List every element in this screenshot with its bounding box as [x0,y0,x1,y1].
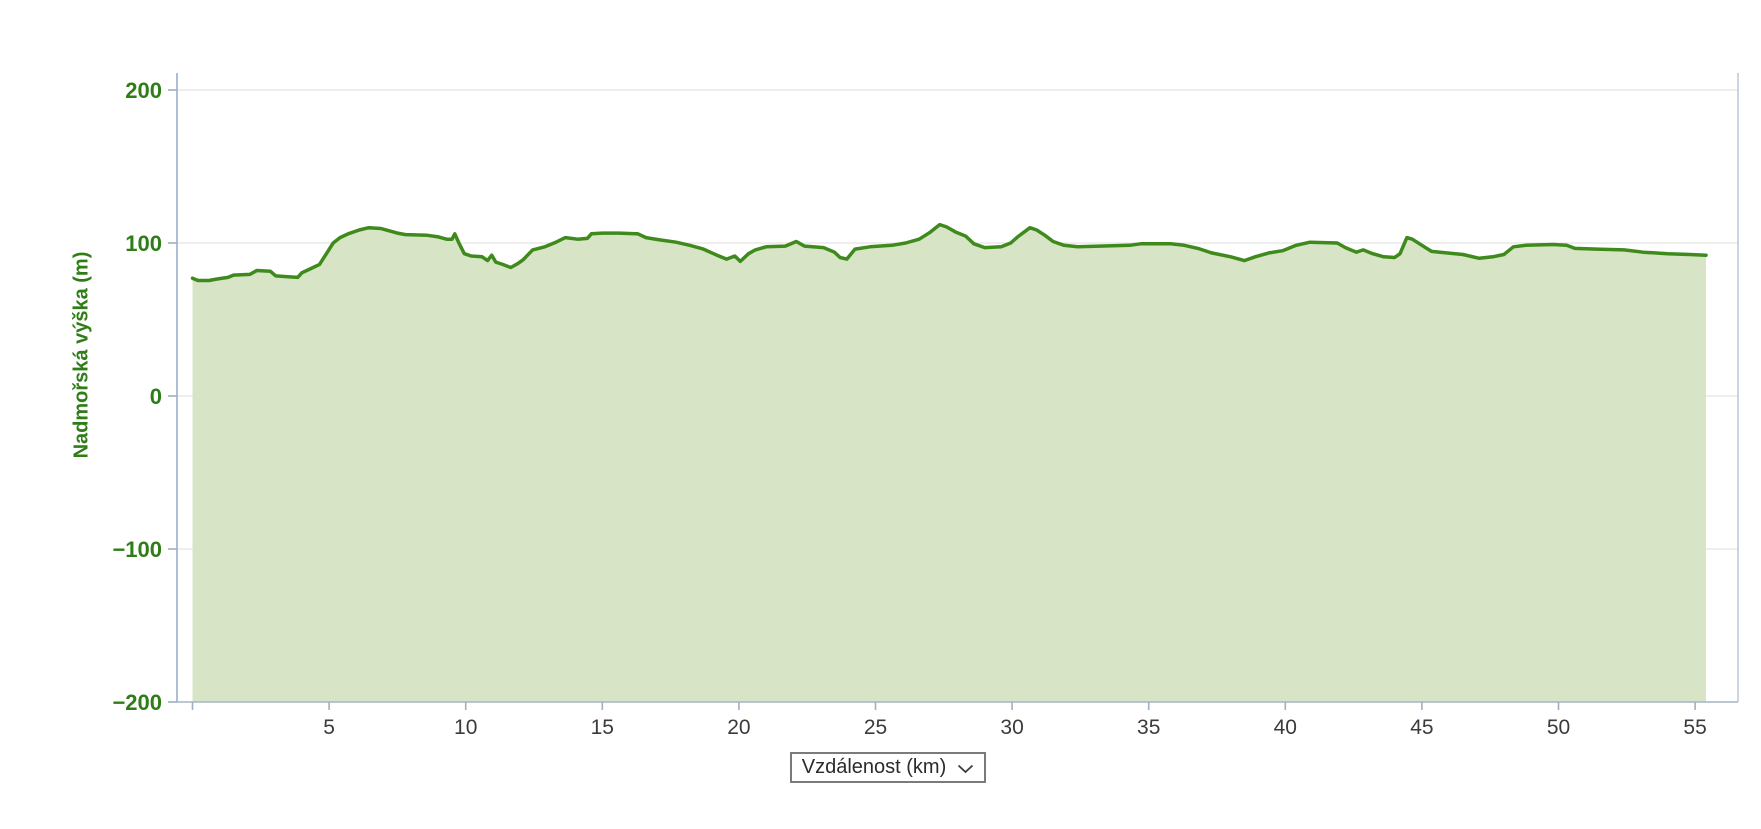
x-tick-label: 20 [727,716,750,739]
x-tick-label: 55 [1683,716,1706,739]
x-tick-label: 10 [454,716,477,739]
y-tick-label: −200 [112,690,162,715]
x-axis-dropdown-label: Vzdálenost (km) [801,756,947,778]
elevation-line[interactable] [190,222,1708,283]
x-tick-label: 50 [1547,716,1570,739]
y-tick-label: 200 [125,78,162,103]
x-tick-label: 35 [1137,716,1160,739]
x-axis-unit-dropdown[interactable]: Vzdálenost (km) [790,752,986,783]
x-tick-label: 45 [1410,716,1433,739]
x-tick-label: 40 [1274,716,1297,739]
y-axis-title: Nadmořská výška (m) [70,251,93,459]
x-tick-label: 25 [864,716,887,739]
elevation-area-fill [192,224,1706,702]
y-tick-label: 0 [150,384,162,409]
y-tick-label: 100 [125,231,162,256]
chevron-down-icon [957,764,974,774]
x-tick-label: 5 [323,716,335,739]
y-tick-label: −100 [112,537,162,562]
x-tick-label: 15 [591,716,614,739]
x-tick-label: 30 [1000,716,1023,739]
